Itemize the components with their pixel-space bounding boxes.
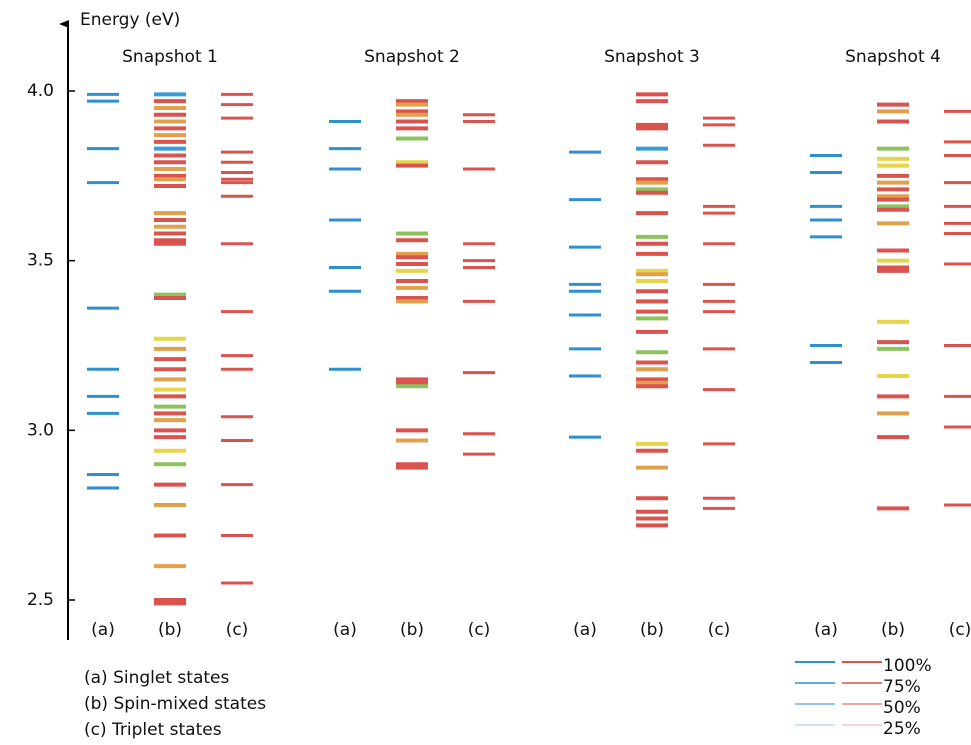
column-label: (c)	[708, 620, 731, 640]
snapshot-title: Snapshot 4	[845, 47, 941, 67]
column-label: (a)	[573, 620, 597, 640]
column-label: (b)	[158, 620, 182, 640]
column-label: (a)	[814, 620, 838, 640]
y-tick-label: 2.5	[27, 590, 54, 610]
column-label: (b)	[400, 620, 424, 640]
y-axis-label: Energy (eV)	[80, 10, 180, 30]
y-tick-label: 3.5	[27, 251, 54, 271]
legend-weight-label: 75%	[883, 677, 921, 697]
snapshot-title: Snapshot 1	[122, 47, 218, 67]
column-label: (a)	[91, 620, 115, 640]
snapshot-title: Snapshot 2	[364, 47, 460, 67]
legend-weight-label: 50%	[883, 698, 921, 718]
column-label: (a)	[333, 620, 357, 640]
column-label: (b)	[640, 620, 664, 640]
column-label: (c)	[949, 620, 971, 640]
snapshot-title: Snapshot 3	[604, 47, 700, 67]
column-label: (b)	[881, 620, 905, 640]
y-tick-label: 4.0	[27, 81, 54, 101]
legend-weight-label: 100%	[883, 656, 932, 676]
y-tick-label: 3.0	[27, 420, 54, 440]
legend-weight-label: 25%	[883, 719, 921, 739]
column-label: (c)	[468, 620, 491, 640]
legend-text: (c) Triplet states	[84, 720, 222, 740]
legend-text: (a) Singlet states	[84, 668, 229, 688]
legend-text: (b) Spin-mixed states	[84, 694, 266, 714]
column-label: (c)	[226, 620, 249, 640]
